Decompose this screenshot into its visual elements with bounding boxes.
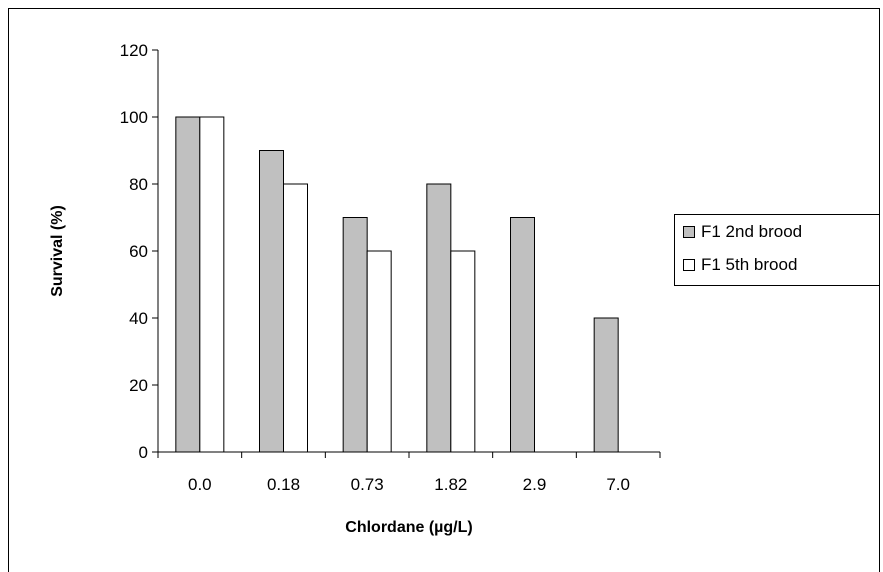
x-tick-label-1_82: 1.82	[434, 475, 467, 494]
y-tick-label-100: 100	[120, 108, 148, 127]
bars-layer	[175, 116, 619, 453]
legend-item-series-2: F1 5th brood	[683, 255, 797, 275]
legend-swatch-series-1	[683, 226, 695, 238]
bar-series-2-0_18	[283, 183, 308, 453]
y-tick-label-20: 20	[129, 376, 148, 395]
bar-series-1-2_9	[510, 217, 535, 453]
legend-item-series-1: F1 2nd brood	[683, 222, 802, 242]
y-tick-label-80: 80	[129, 175, 148, 194]
legend-label-series-1: F1 2nd brood	[701, 222, 803, 241]
x-axis-title: Chlordane (µg/L)	[345, 519, 472, 536]
x-tick-label-7_0: 7.0	[606, 475, 630, 494]
bar-series-1-7_0	[593, 317, 619, 453]
bar-series-2-0_0	[199, 116, 225, 453]
legend: F1 2nd brood F1 5th brood	[674, 214, 880, 286]
bar-series-1-0_73	[342, 217, 368, 453]
legend-swatch-series-2	[683, 259, 695, 271]
bar-series-1-0_18	[259, 150, 284, 453]
y-tick-label-0: 0	[139, 443, 148, 462]
y-tick-label-40: 40	[129, 309, 148, 328]
bar-series-1-1_82	[426, 183, 452, 453]
bar-series-2-1_82	[450, 250, 476, 453]
axes-layer: 0 20 40 60 80 100 120 0.0 0.18 0.73 1.82 2.9 7.0	[120, 41, 661, 494]
x-tick-label-0_0: 0.0	[188, 475, 212, 494]
x-tick-label-0_73: 0.73	[351, 475, 384, 494]
y-tick-label-120: 120	[120, 41, 148, 60]
bar-series-2-0_73	[366, 250, 392, 453]
bar-series-1-0_0	[175, 116, 201, 453]
legend-label-series-2: F1 5th brood	[701, 255, 798, 274]
y-axis-title: Survival (%)	[49, 205, 66, 297]
x-tick-label-2_9: 2.9	[523, 475, 547, 494]
y-tick-label-60: 60	[129, 242, 148, 261]
x-tick-label-0_18: 0.18	[267, 475, 300, 494]
